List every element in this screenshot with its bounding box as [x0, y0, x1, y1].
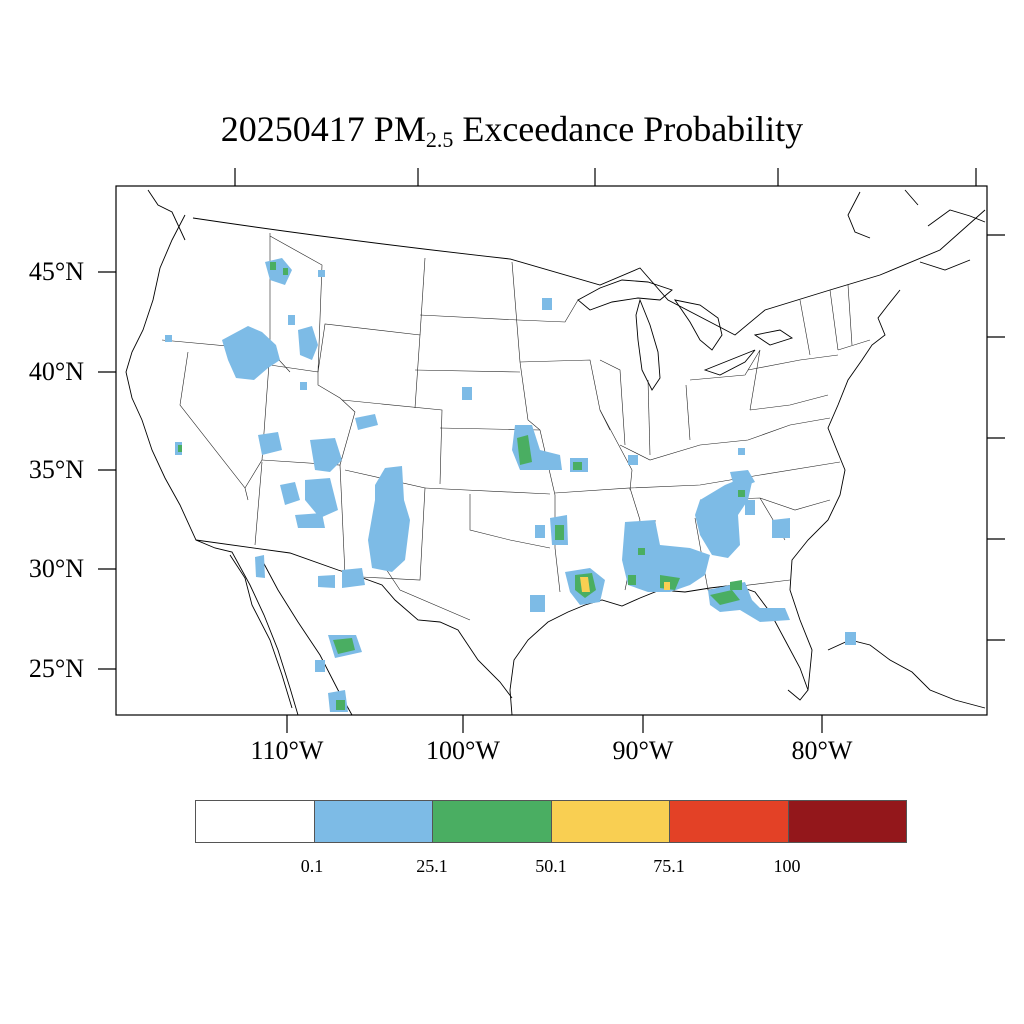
lat-label-30: 30°N: [28, 554, 84, 583]
legend-label-2: 50.1: [535, 856, 567, 876]
us-mexico-border: [195, 539, 513, 699]
legend-label-0: 0.1: [300, 856, 324, 876]
legend-label-3: 75.1: [653, 856, 685, 876]
title-pm: PM: [373, 109, 426, 149]
tick-marks: [98, 168, 1005, 733]
lat-label-40: 40°N: [28, 357, 84, 386]
legend-swatch-4: [670, 801, 789, 842]
legend-swatch-2: [433, 801, 552, 842]
title-rest: Exceedance Probability: [462, 109, 804, 149]
map-title: 20250417 PM2.5 Exceedance Probability: [0, 108, 1024, 153]
canada-coast: [147, 189, 986, 271]
baja-gulf-coast: [229, 554, 293, 709]
legend-swatch-3: [551, 801, 670, 842]
canada-border: [192, 209, 986, 336]
map-frame: [115, 185, 988, 716]
color-legend: [195, 800, 907, 843]
legend-label-4: 100: [773, 856, 801, 876]
legend-swatch-1: [314, 801, 433, 842]
legend-swatch-5: [788, 801, 906, 842]
lake-erie: [703, 349, 756, 376]
lon-label-90: 90°W: [612, 736, 674, 765]
east-coast: [789, 289, 901, 691]
legend-swatch-0: [196, 801, 315, 842]
lon-label-80: 80°W: [791, 736, 853, 765]
lat-label-25: 25°N: [28, 654, 84, 683]
title-subscript: 2.5: [425, 127, 454, 152]
lat-label-45: 45°N: [28, 257, 84, 286]
legend-label-1: 25.1: [416, 856, 448, 876]
lake-ontario: [753, 329, 794, 346]
lon-label-100: 100°W: [426, 736, 500, 765]
prob-50-75-areas: [580, 577, 670, 592]
title-date: 20250417: [220, 109, 365, 149]
lon-label-110: 110°W: [250, 736, 324, 765]
lake-superior: [577, 279, 673, 311]
lat-label-35: 35°N: [28, 455, 84, 484]
lake-huron: [674, 299, 723, 351]
lake-michigan: [635, 298, 661, 391]
west-coast: [125, 214, 299, 716]
